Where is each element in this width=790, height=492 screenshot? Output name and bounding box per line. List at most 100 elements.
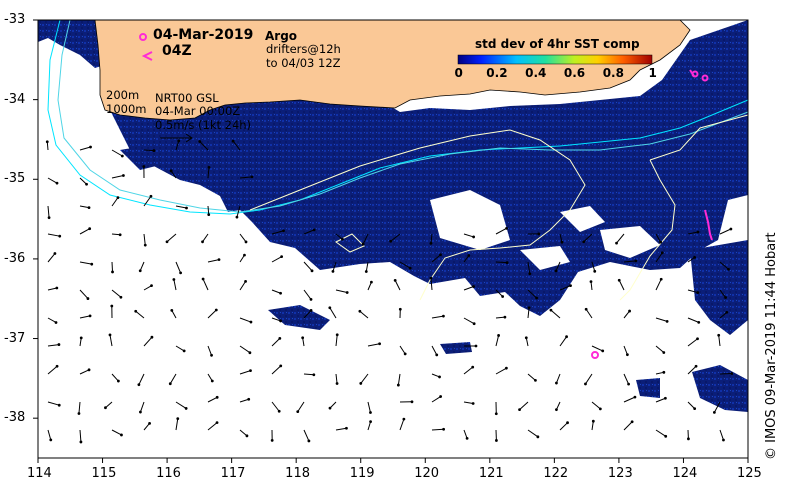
velocity-arrow — [525, 337, 529, 347]
velocity-arrow-head — [58, 234, 62, 238]
colorbar-tick-label: 1 — [648, 66, 657, 80]
velocity-arrow — [271, 337, 281, 347]
velocity-arrow — [239, 370, 251, 375]
velocity-arrow — [111, 429, 122, 436]
velocity-arrow — [175, 345, 185, 352]
velocity-arrow-head — [201, 277, 205, 281]
velocity-arrow-head — [79, 336, 83, 340]
velocity-arrow — [687, 231, 699, 235]
velocity-arrow-head — [312, 228, 316, 232]
scale-label: 0.5m/s (1kt 24h) — [155, 118, 252, 132]
velocity-arrow — [463, 286, 474, 291]
velocity-arrow — [399, 418, 405, 431]
velocity-arrow-head — [198, 140, 202, 143]
velocity-arrows — [45, 139, 734, 444]
velocity-arrow-head — [408, 266, 412, 270]
velocity-arrow — [431, 254, 441, 263]
lon-tick-label: 118 — [285, 466, 310, 481]
lon-tick-label: 122 — [543, 466, 569, 481]
velocity-arrow — [236, 205, 241, 218]
argo-float-marker — [591, 351, 599, 359]
lon-tick-label: 124 — [672, 466, 698, 481]
velocity-arrow — [111, 174, 124, 179]
velocity-arrow-head — [215, 421, 219, 425]
velocity-arrow — [463, 366, 474, 375]
drifter-tracks — [141, 51, 713, 241]
velocity-arrow-head — [435, 353, 439, 357]
velocity-arrow — [559, 285, 571, 291]
velocity-arrow — [623, 373, 630, 385]
velocity-arrow — [527, 261, 531, 274]
velocity-arrow — [143, 423, 150, 431]
velocity-arrow — [47, 401, 60, 406]
velocity-arrow-head — [358, 309, 362, 313]
lat-tick-label: -33 — [4, 12, 26, 27]
velocity-arrow — [399, 345, 406, 355]
velocity-arrow — [687, 317, 699, 323]
velocity-arrow — [329, 401, 337, 409]
velocity-arrow — [623, 310, 630, 319]
velocity-arrow — [719, 261, 729, 270]
velocity-arrow — [623, 345, 628, 355]
velocity-arrow-head — [442, 427, 446, 431]
velocity-arrow — [79, 177, 87, 185]
velocity-arrow-head — [248, 351, 252, 355]
contour-200-label: 200m — [106, 88, 140, 102]
velocity-arrow-head — [182, 349, 186, 353]
velocity-arrow — [207, 309, 217, 319]
velocity-arrow-head — [439, 395, 443, 398]
velocity-arrow — [175, 261, 182, 274]
velocity-arrow — [139, 401, 145, 413]
velocity-arrow-head — [593, 269, 597, 273]
velocity-arrow-head — [569, 284, 572, 288]
velocity-arrow-head — [389, 239, 393, 243]
velocity-arrow — [111, 289, 122, 298]
velocity-arrow-head — [471, 402, 475, 405]
velocity-arrow-head — [472, 235, 476, 239]
velocity-arrow — [431, 396, 441, 403]
velocity-arrow-head — [119, 295, 123, 299]
velocity-arrow-head — [555, 381, 558, 385]
velocity-arrow — [47, 365, 58, 375]
velocity-arrow — [169, 373, 177, 384]
velocity-arrow-head — [615, 241, 618, 245]
velocity-arrow — [591, 421, 594, 431]
velocity-arrow-head — [201, 240, 204, 244]
velocity-arrow — [175, 140, 180, 151]
velocity-arrow — [202, 233, 209, 243]
drifters-label-2: to 04/03 12Z — [266, 56, 341, 70]
velocity-arrow-head — [307, 439, 311, 443]
velocity-arrow — [362, 233, 369, 245]
colorbar-title: std dev of 4hr SST comp — [475, 37, 640, 51]
velocity-arrow — [335, 373, 338, 384]
velocity-arrow-head — [527, 306, 531, 309]
velocity-arrow — [365, 261, 369, 272]
velocity-arrow-head — [243, 253, 246, 257]
velocity-arrow-head — [335, 333, 339, 337]
velocity-arrow-head — [310, 269, 314, 273]
velocity-arrow — [79, 369, 90, 375]
contour-1000-label: 1000m — [106, 102, 147, 116]
velocity-arrow-head — [165, 240, 169, 244]
velocity-arrow — [394, 280, 401, 291]
velocity-arrow-head — [566, 421, 569, 425]
velocity-arrow-head — [403, 352, 407, 356]
velocity-arrow-head — [378, 342, 381, 346]
velocity-arrow — [719, 228, 732, 235]
velocity-arrow-head — [628, 309, 631, 313]
lon-tick-label: 121 — [478, 466, 504, 481]
scale-arrow — [160, 133, 193, 143]
velocity-arrow-head — [149, 194, 153, 198]
velocity-arrow-head — [497, 334, 500, 337]
velocity-arrow — [335, 427, 347, 431]
velocity-arrow — [463, 233, 474, 238]
velocity-arrow-head — [104, 406, 107, 410]
velocity-arrow-head — [152, 149, 156, 152]
velocity-arrow-head — [150, 284, 153, 288]
velocity-arrow-head — [210, 353, 213, 357]
velocity-arrow-head — [633, 395, 637, 399]
velocity-arrow-head — [398, 307, 402, 311]
velocity-arrow-head — [148, 421, 151, 425]
velocity-arrow-head — [207, 165, 211, 169]
velocity-arrow-head — [717, 333, 721, 337]
